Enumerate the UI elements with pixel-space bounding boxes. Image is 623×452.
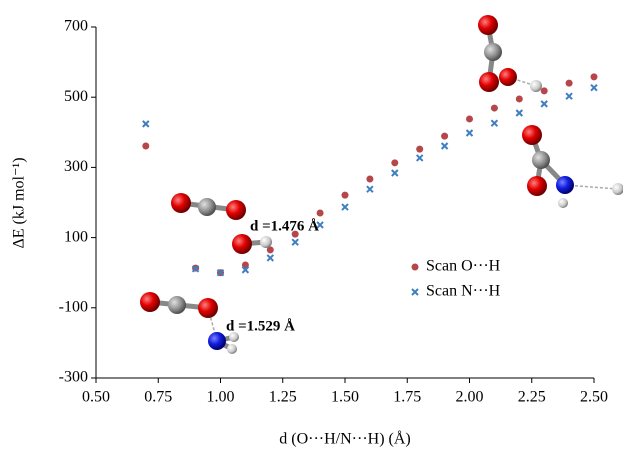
data-point <box>366 175 373 182</box>
legend-marker <box>412 289 418 295</box>
y-tick-label: -300 <box>59 369 88 386</box>
data-point <box>466 115 473 122</box>
x-tick-label: 1.00 <box>207 389 235 406</box>
x-tick-label: 1.75 <box>393 389 421 406</box>
x-tick-label: 1.50 <box>331 389 359 406</box>
data-point <box>491 105 498 112</box>
molecule-illustrations <box>140 15 623 354</box>
legend-label: Scan N···H <box>426 283 501 300</box>
y-tick-label: 300 <box>64 158 88 175</box>
data-point <box>516 95 523 102</box>
data-point <box>342 192 349 199</box>
data-point <box>292 239 298 245</box>
x-tick-label: 0.75 <box>144 389 172 406</box>
x-tick-label: 2.25 <box>518 389 546 406</box>
legend-label: Scan O···H <box>426 258 501 275</box>
data-point <box>442 143 448 149</box>
x-tick-label: 0.50 <box>82 389 110 406</box>
data-point <box>342 204 348 210</box>
data-point <box>142 142 149 149</box>
y-tick-label: 100 <box>64 228 88 245</box>
y-axis-label: ΔE (kJ mol⁻¹) <box>11 157 28 248</box>
y-tick-label: 700 <box>64 18 88 35</box>
data-point <box>267 255 273 261</box>
data-point <box>516 110 522 116</box>
data-point <box>367 186 373 192</box>
legend-marker <box>412 264 419 271</box>
data-point <box>566 80 573 87</box>
x-tick-label: 1.25 <box>269 389 297 406</box>
y-tick-label: -100 <box>59 298 88 315</box>
data-point <box>143 121 149 127</box>
data-point <box>417 155 423 161</box>
x-tick-label: 2.50 <box>580 389 608 406</box>
y-tick-label: 500 <box>64 88 88 105</box>
data-point <box>441 133 448 140</box>
annotation: d =1.476 Å <box>250 218 319 234</box>
data-point <box>591 73 598 80</box>
data-point <box>467 130 473 136</box>
x-tick-label: 2.00 <box>456 389 484 406</box>
chart: d (O···H/N···H) (Å) ΔE (kJ mol⁻¹) -300 -1… <box>0 0 623 452</box>
data-point <box>541 101 547 107</box>
data-point <box>566 93 572 99</box>
data-point <box>392 170 398 176</box>
data-point <box>591 85 597 91</box>
data-point <box>391 159 398 166</box>
x-axis-label: d (O···H/N···H) (Å) <box>279 430 411 448</box>
data-point <box>491 120 497 126</box>
data-point <box>317 210 324 217</box>
data-point <box>416 146 423 153</box>
data-point <box>541 87 548 94</box>
annotation: d =1.529 Å <box>226 318 295 334</box>
